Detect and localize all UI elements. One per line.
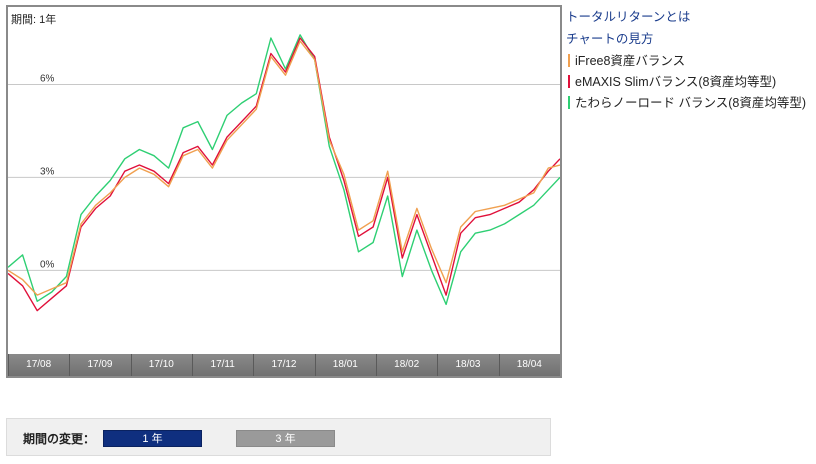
link-total-return[interactable]: トータルリターンとは: [566, 10, 691, 24]
legend-swatch-ifree: [568, 54, 570, 67]
info-links: トータルリターンとは チャートの見方: [566, 8, 690, 52]
series-line-2: [8, 34, 560, 306]
y-tick-label-1: 3%: [40, 166, 55, 177]
x-axis-separator-1: [69, 354, 71, 376]
x-tick-label-5: 18/01: [332, 359, 358, 370]
series-line-0: [8, 40, 560, 296]
x-tick-label-8: 18/04: [516, 359, 542, 370]
x-axis-separator-8: [498, 354, 500, 376]
x-tick-label-7: 18/03: [455, 359, 481, 370]
x-axis-separator-4: [253, 354, 255, 376]
legend-swatch-tawara: [568, 96, 570, 109]
legend: iFree8資産バランス eMAXIS Slimバランス(8資産均等型) たわら…: [568, 50, 806, 113]
x-axis-bar: 17/08 17/09 17/10 17/11 17/12 18/01 18/02 18/03…: [8, 354, 560, 376]
period-1-year-button[interactable]: 1 年: [103, 430, 202, 447]
link-chart-guide[interactable]: チャートの見方: [566, 32, 654, 46]
period-change-panel: 期間の変更： 1 年 3 年: [6, 418, 551, 456]
x-axis-separator-2: [130, 354, 132, 376]
x-axis-separator-5: [314, 354, 316, 376]
series-line-1: [8, 37, 560, 312]
x-tick-label-1: 17/09: [87, 359, 113, 370]
legend-label-ifree: iFree8資産バランス: [575, 53, 686, 68]
period-label: 期間: 1年: [11, 14, 57, 26]
x-tick-label-0: 17/08: [26, 359, 52, 370]
legend-swatch-emaxis: [568, 75, 570, 88]
x-axis-separator-0: [8, 354, 9, 376]
period-change-label: 期間の変更：: [23, 432, 96, 446]
legend-item-tawara: たわらノーロード バランス(8資産均等型): [568, 92, 806, 113]
legend-item-emaxis: eMAXIS Slimバランス(8資産均等型): [568, 71, 806, 92]
period-3-year-button[interactable]: 3 年: [236, 430, 335, 447]
x-tick-label-3: 17/11: [210, 359, 235, 370]
chart-frame: 0% 3% 6% 17/08 17/09 17/10 17/11 17/12 18/01 18/…: [6, 5, 562, 378]
x-axis-separator-3: [192, 354, 193, 376]
y-tick-label-2: 6%: [40, 73, 55, 84]
chart-plot: 0% 3% 6%: [8, 34, 560, 312]
x-tick-label-4: 17/12: [271, 359, 297, 370]
x-tick-label-2: 17/10: [148, 359, 174, 370]
x-tick-label-6: 18/02: [394, 359, 420, 370]
legend-item-ifree: iFree8資産バランス: [568, 50, 806, 71]
y-tick-label-0: 0%: [40, 259, 55, 270]
x-axis-separator-7: [437, 354, 439, 376]
x-axis-separator-6: [376, 354, 377, 376]
legend-label-tawara: たわらノーロード バランス(8資産均等型): [575, 95, 807, 110]
legend-label-emaxis: eMAXIS Slimバランス(8資産均等型): [575, 74, 777, 89]
